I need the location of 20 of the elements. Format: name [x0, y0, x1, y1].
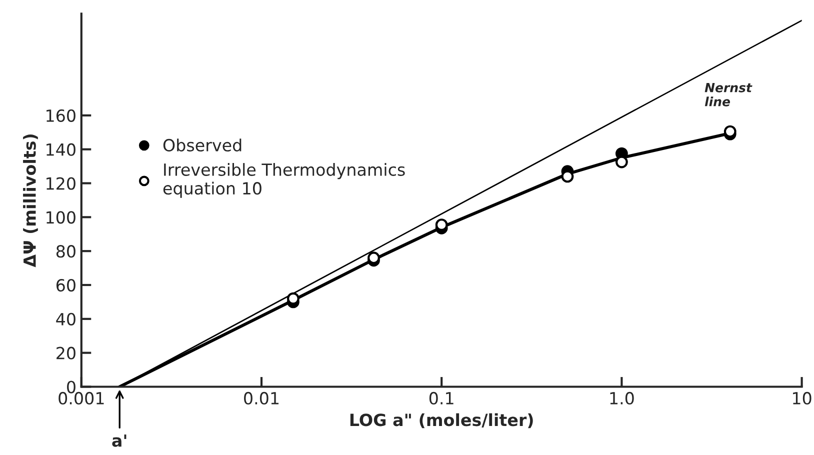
y-axis-title: ΔΨ (millivolts) [23, 134, 38, 268]
y-tick-label: 40 [56, 312, 76, 326]
legend-label: Irreversible Thermodynamics equation 10 [163, 163, 405, 198]
x-tick-label: 1.0 [610, 392, 634, 405]
annotation: Nernst line [704, 83, 752, 106]
y-tick-label: 20 [56, 346, 76, 360]
x-tick-label: 0.01 [244, 392, 279, 405]
x-tick-label: 10 [793, 392, 812, 405]
annotation: a' [112, 434, 126, 447]
y-tick-label: 60 [56, 278, 76, 292]
y-tick-label: 100 [46, 211, 76, 224]
y-tick-label: 140 [46, 143, 76, 156]
legend-label: Observed [163, 138, 242, 152]
x-tick-label: 0.1 [429, 392, 454, 405]
y-tick-label: 120 [46, 177, 76, 190]
y-tick-label: 80 [56, 245, 76, 258]
x-tick-label: 0.001 [58, 392, 104, 405]
y-tick-label: 0 [67, 380, 76, 394]
y-tick-label: 160 [46, 109, 76, 122]
x-axis-title: LOG a" (moles/liter) [350, 413, 533, 428]
